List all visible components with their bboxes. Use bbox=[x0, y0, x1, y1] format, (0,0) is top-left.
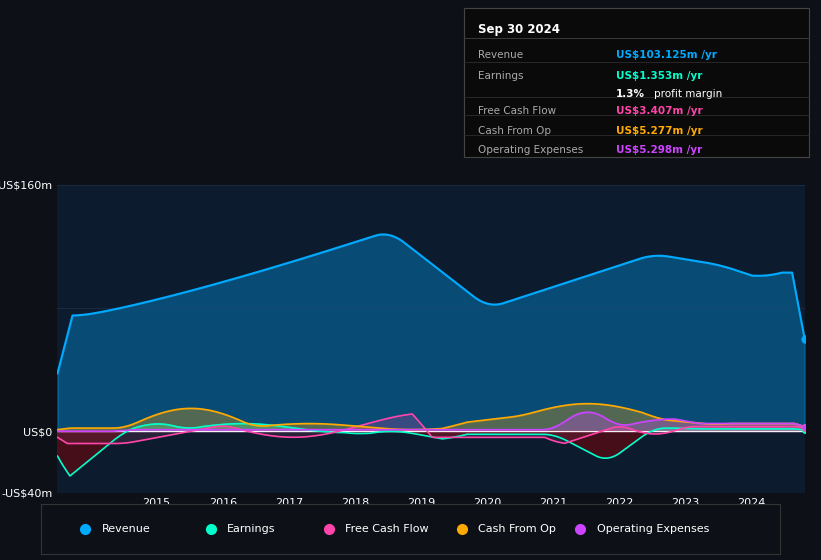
Text: Revenue: Revenue bbox=[102, 524, 150, 534]
Text: US$1.353m /yr: US$1.353m /yr bbox=[616, 71, 702, 81]
Text: 1.3%: 1.3% bbox=[616, 88, 644, 99]
Text: Earnings: Earnings bbox=[227, 524, 276, 534]
Text: Earnings: Earnings bbox=[478, 71, 523, 81]
Text: Revenue: Revenue bbox=[478, 50, 523, 60]
Text: Sep 30 2024: Sep 30 2024 bbox=[478, 24, 560, 36]
Text: Free Cash Flow: Free Cash Flow bbox=[478, 106, 556, 116]
Text: US$103.125m /yr: US$103.125m /yr bbox=[616, 50, 717, 60]
Text: Cash From Op: Cash From Op bbox=[479, 524, 557, 534]
Text: Free Cash Flow: Free Cash Flow bbox=[346, 524, 429, 534]
Text: Operating Expenses: Operating Expenses bbox=[478, 145, 583, 155]
Text: Operating Expenses: Operating Expenses bbox=[597, 524, 709, 534]
Text: profit margin: profit margin bbox=[654, 88, 722, 99]
Text: Cash From Op: Cash From Op bbox=[478, 125, 551, 136]
Text: US$5.298m /yr: US$5.298m /yr bbox=[616, 145, 702, 155]
Text: US$3.407m /yr: US$3.407m /yr bbox=[616, 106, 702, 116]
Text: US$5.277m /yr: US$5.277m /yr bbox=[616, 125, 702, 136]
